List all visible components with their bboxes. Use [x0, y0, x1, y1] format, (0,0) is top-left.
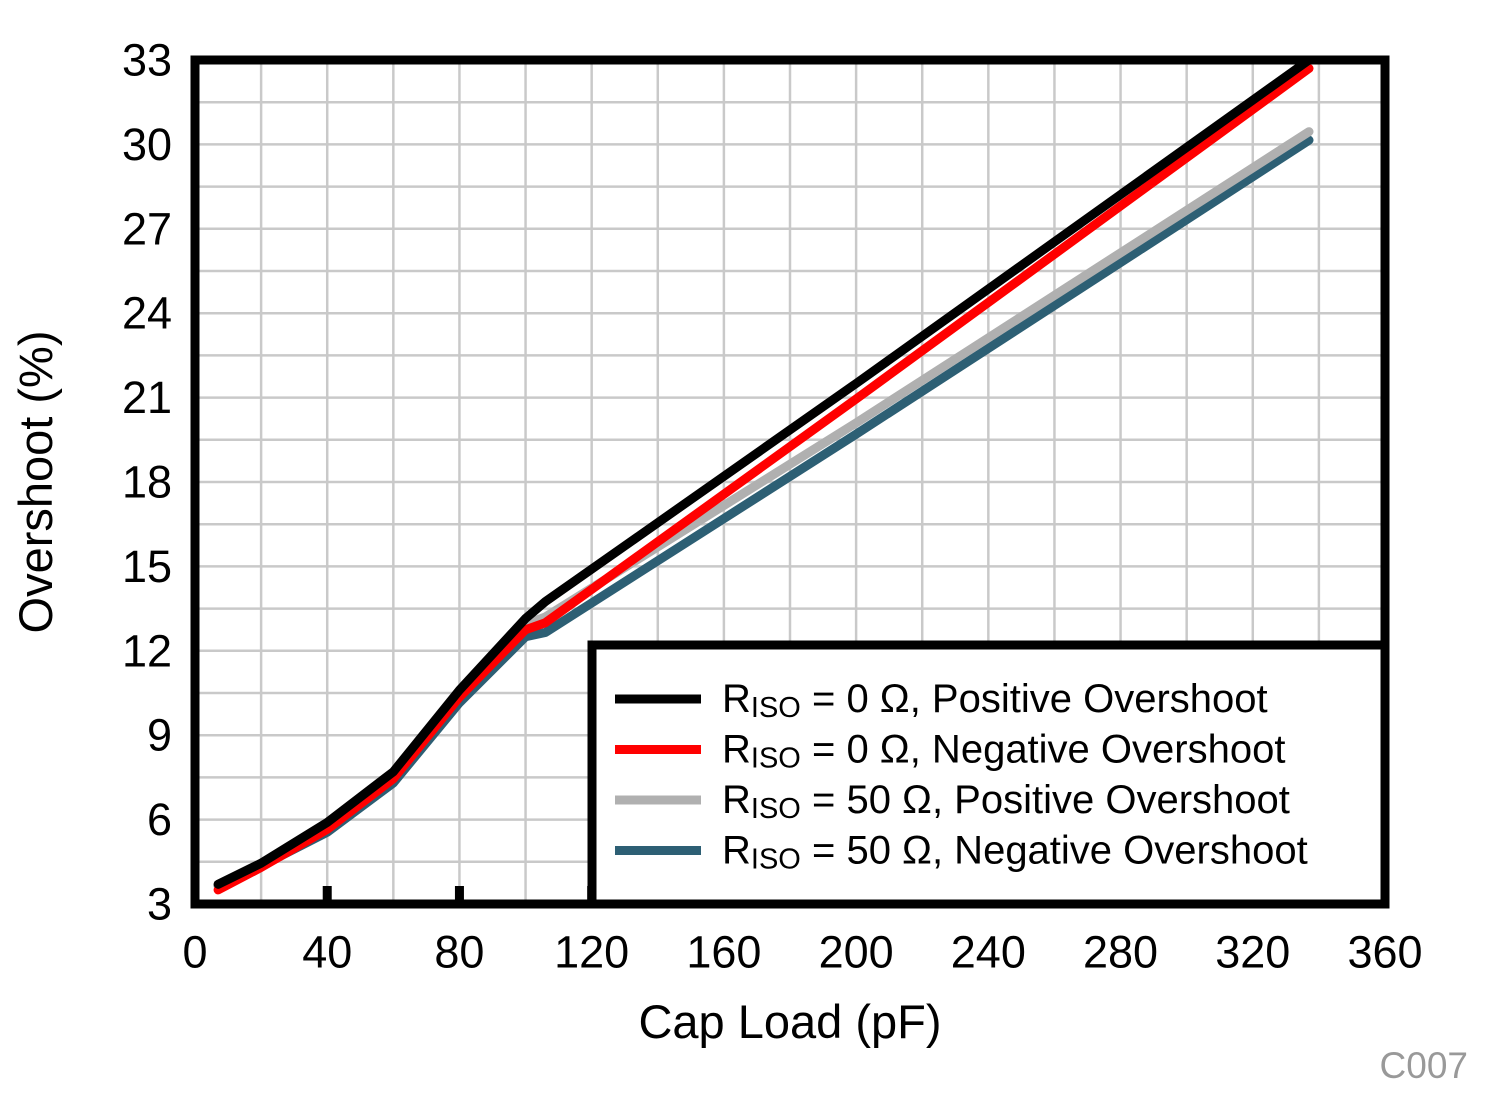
tick-labels: 0 40 80 120 160 200 240 280 320 360 3 6 9 12 15 18 21 24 2… [122, 35, 1423, 978]
y-tick-label: 24 [122, 288, 172, 339]
x-tick-label: 160 [686, 927, 761, 978]
x-tick-label: 200 [819, 927, 894, 978]
x-tick-label: 360 [1347, 927, 1422, 978]
x-tick-label: 0 [182, 927, 207, 978]
x-tick-label: 320 [1215, 927, 1290, 978]
x-axis-title: Cap Load (pF) [638, 995, 941, 1048]
y-tick-label: 33 [122, 35, 172, 86]
series-lines [213, 55, 1314, 895]
y-tick-label: 21 [122, 372, 172, 423]
series-line-RISO-0-positive-overshoot [213, 55, 1314, 889]
legend-label: RISO = 50 Ω, Positive Overshoot [722, 778, 1290, 825]
y-tick-label: 15 [122, 541, 172, 592]
x-tick-label: 120 [554, 927, 629, 978]
y-tick-label: 9 [147, 710, 172, 761]
x-tick-label: 40 [302, 927, 352, 978]
y-tick-label: 18 [122, 457, 172, 508]
y-tick-label: 30 [122, 119, 172, 170]
y-axis-title: Overshoot (%) [9, 331, 62, 634]
x-tick-label: 240 [951, 927, 1026, 978]
legend-label: RISO = 0 Ω, Positive Overshoot [722, 677, 1268, 724]
y-tick-label: 27 [122, 203, 172, 254]
figure-code: C007 [1380, 1045, 1468, 1086]
legend-label: RISO = 50 Ω, Negative Overshoot [722, 829, 1308, 876]
x-tick-label: 280 [1083, 927, 1158, 978]
legend-box [587, 640, 1390, 909]
y-tick-label: 12 [122, 625, 172, 676]
y-tick-label: 6 [147, 794, 172, 845]
y-tick-label: 3 [147, 879, 172, 930]
x-tick-label: 80 [434, 927, 484, 978]
legend-label: RISO = 0 Ω, Negative Overshoot [722, 728, 1285, 775]
